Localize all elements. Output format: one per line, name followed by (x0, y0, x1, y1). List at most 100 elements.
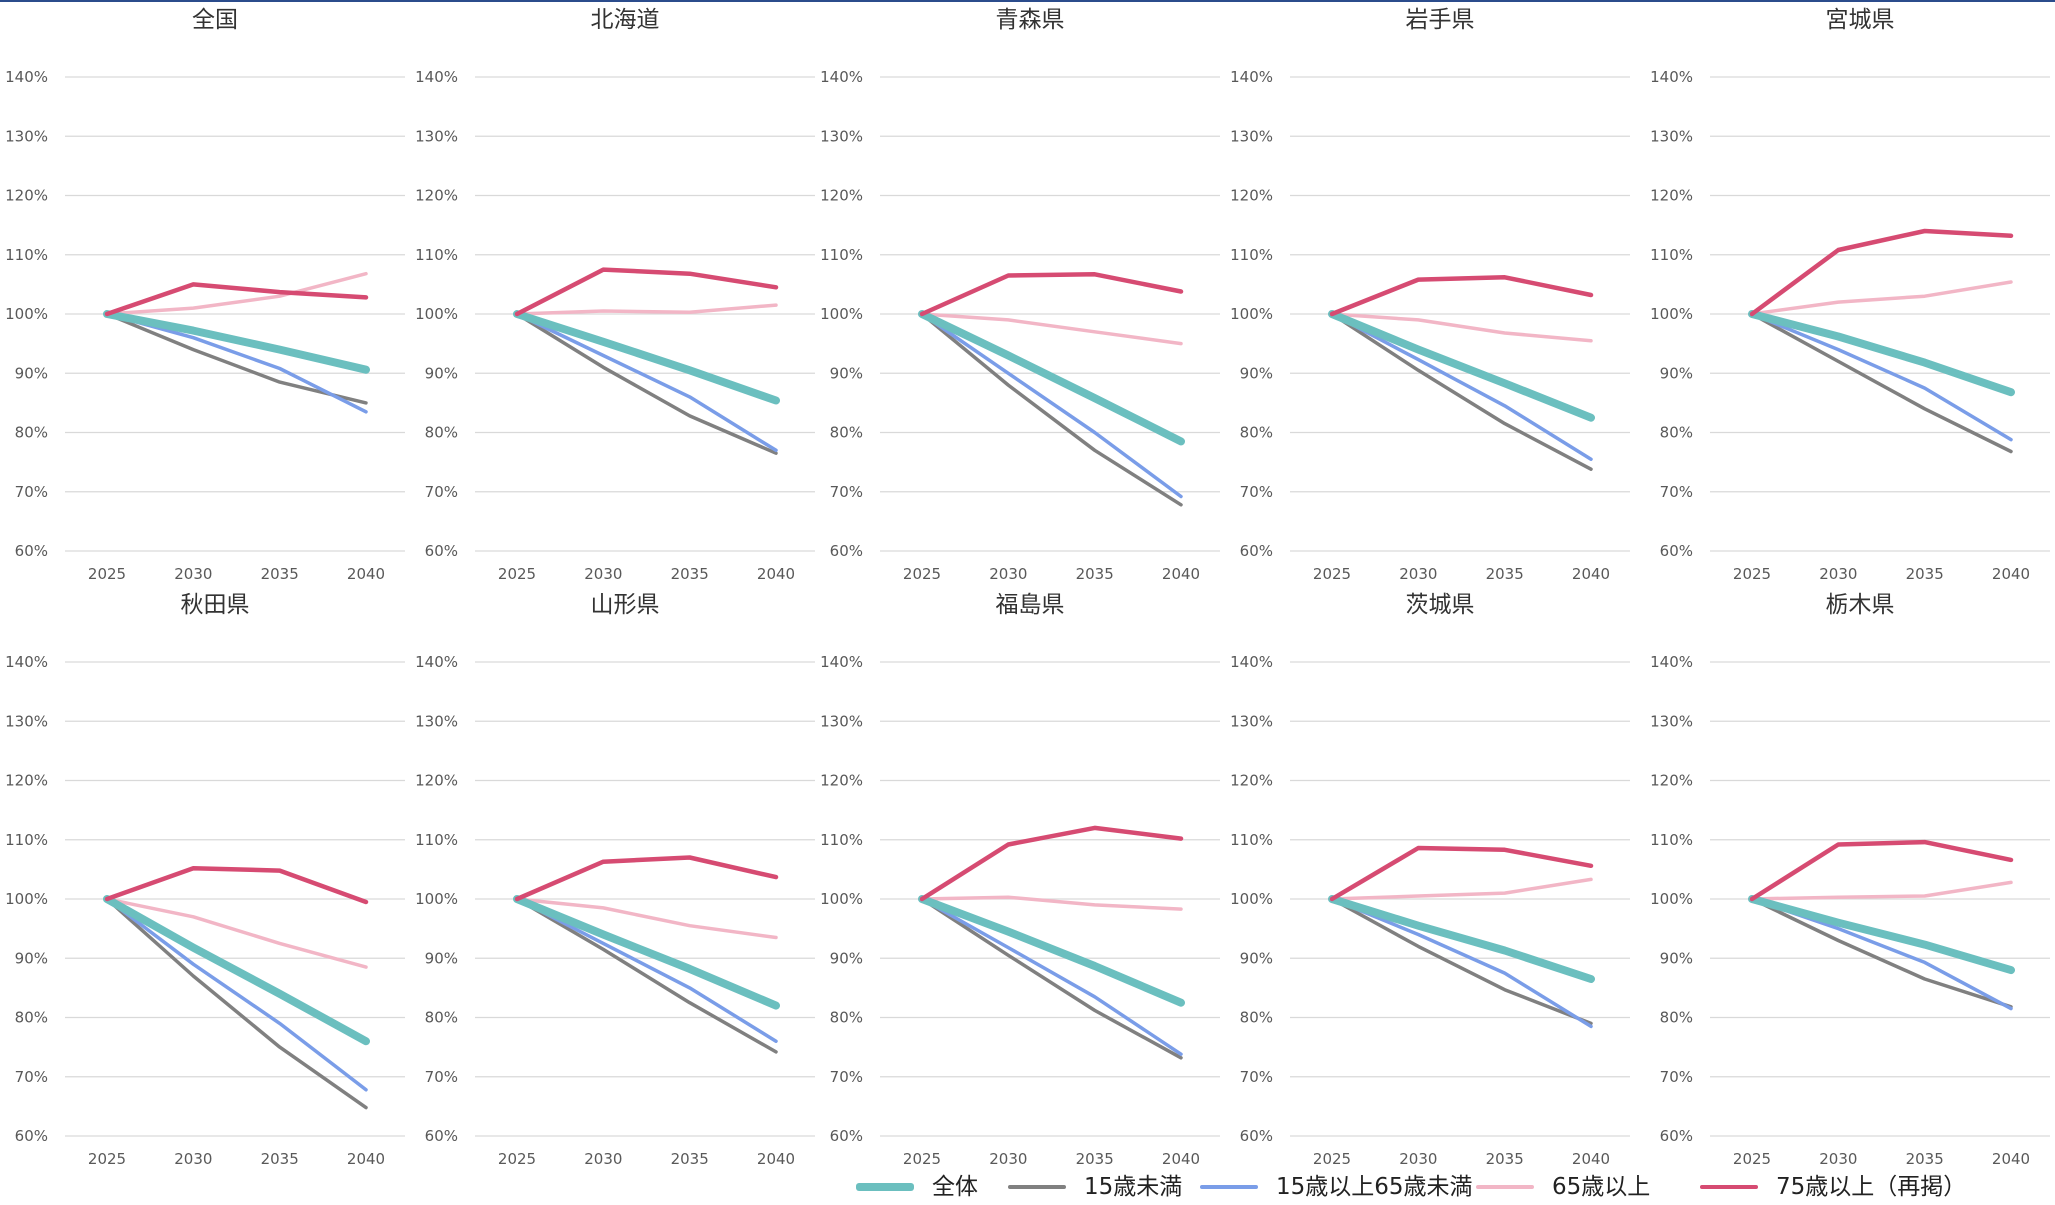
x-tick-label: 2025 (88, 1150, 126, 1168)
y-tick-label: 90% (425, 364, 458, 382)
legend-label: 15歳未満 (1084, 1174, 1183, 1200)
series-line-under15 (920, 312, 1183, 507)
x-tick-label: 2030 (174, 565, 212, 583)
y-tick-label: 100% (1650, 890, 1693, 908)
series-line-working (920, 312, 1183, 499)
legend: 全体 15歳未満 15歳以上65歳未満 65歳以上 75歳以上（再掲） (840, 1172, 2055, 1202)
y-tick-label: 130% (820, 127, 863, 145)
y-tick-label: 90% (1660, 949, 1693, 967)
x-tick-label: 2035 (261, 565, 299, 583)
series-line-working (1750, 897, 2013, 1011)
y-tick-label: 130% (5, 127, 48, 145)
chart-panel: 宮城県 60% 70% 80% 90% 100% 110% 120% 130% 140% 2025 2… (1650, 7, 2050, 583)
series-line-over65 (1330, 877, 1593, 901)
series-line-over75 (1329, 845, 1594, 902)
x-tick-label: 2040 (1572, 1150, 1610, 1168)
series-line-over65 (105, 897, 368, 969)
y-tick-label: 80% (425, 1009, 458, 1027)
series-line-over75 (514, 855, 779, 902)
x-tick-label: 2035 (1906, 1150, 1944, 1168)
legend-swatch (1476, 1185, 1534, 1189)
y-tick-label: 90% (830, 364, 863, 382)
x-tick-label: 2035 (1486, 565, 1524, 583)
y-tick-label: 110% (1650, 831, 1693, 849)
chart-title: 全国 (192, 7, 238, 33)
y-tick-label: 110% (820, 831, 863, 849)
y-tick-label: 120% (5, 772, 48, 790)
y-tick-label: 90% (1660, 364, 1693, 382)
series-line-over65 (515, 897, 778, 940)
x-tick-label: 2025 (903, 1150, 941, 1168)
y-tick-label: 80% (1660, 424, 1693, 442)
y-tick-label: 140% (5, 653, 48, 671)
series-line-over65 (1330, 312, 1593, 343)
y-tick-label: 140% (5, 68, 48, 86)
x-tick-label: 2040 (347, 1150, 385, 1168)
y-tick-label: 100% (1230, 305, 1273, 323)
x-tick-label: 2030 (584, 1150, 622, 1168)
y-tick-label: 140% (415, 653, 458, 671)
x-tick-label: 2025 (1313, 565, 1351, 583)
y-tick-label: 70% (1240, 1068, 1273, 1086)
x-tick-label: 2025 (498, 565, 536, 583)
y-tick-label: 130% (415, 127, 458, 145)
series-line-working (515, 312, 778, 453)
y-tick-label: 60% (1240, 542, 1273, 560)
y-tick-label: 130% (415, 712, 458, 730)
series-line-over75 (104, 865, 369, 905)
chart-title: 山形県 (591, 592, 660, 618)
x-tick-label: 2025 (903, 565, 941, 583)
y-tick-label: 60% (1240, 1127, 1273, 1145)
y-tick-label: 70% (1660, 483, 1693, 501)
series-line-total (918, 310, 1185, 446)
series-line-over75 (1329, 275, 1594, 317)
x-tick-label: 2025 (498, 1150, 536, 1168)
y-tick-label: 60% (15, 1127, 48, 1145)
y-tick-label: 140% (820, 68, 863, 86)
y-tick-label: 140% (415, 68, 458, 86)
series-line-under15 (1330, 312, 1593, 471)
series-line-under15 (515, 312, 778, 455)
chart-title: 茨城県 (1406, 592, 1475, 618)
y-tick-label: 100% (5, 305, 48, 323)
y-tick-label: 60% (830, 542, 863, 560)
y-tick-label: 120% (1650, 187, 1693, 205)
chart-title: 青森県 (996, 7, 1065, 33)
y-tick-label: 120% (1650, 772, 1693, 790)
y-tick-label: 70% (830, 483, 863, 501)
x-tick-label: 2035 (1076, 565, 1114, 583)
series-line-working (105, 897, 368, 1092)
series-line-under15 (105, 897, 368, 1110)
x-tick-label: 2040 (1992, 1150, 2030, 1168)
chart-title: 北海道 (591, 7, 660, 33)
series-line-working (1750, 312, 2013, 442)
series-line-under15 (1750, 897, 2013, 1009)
y-tick-label: 130% (5, 712, 48, 730)
series-line-over75 (919, 825, 1184, 902)
chart-panel: 岩手県 60% 70% 80% 90% 100% 110% 120% 130% 140% 2025 2… (1230, 7, 1630, 583)
y-tick-label: 100% (1650, 305, 1693, 323)
chart-panel: 茨城県 60% 70% 80% 90% 100% 110% 120% 130% 140% 2025 2… (1230, 592, 1630, 1168)
y-tick-label: 130% (1230, 712, 1273, 730)
chart-panel: 全国 60% 70% 80% 90% 100% 110% 120% 130% 140% 2025 20… (5, 7, 405, 583)
y-tick-label: 140% (820, 653, 863, 671)
y-tick-label: 100% (415, 305, 458, 323)
chart-title: 岩手県 (1406, 7, 1475, 33)
x-tick-label: 2030 (174, 1150, 212, 1168)
y-tick-label: 100% (820, 305, 863, 323)
series-line-over65 (1750, 280, 2013, 316)
series-line-over75 (1749, 228, 2014, 317)
y-tick-label: 120% (5, 187, 48, 205)
y-tick-label: 100% (415, 890, 458, 908)
legend-swatch (856, 1183, 914, 1191)
y-tick-label: 110% (5, 831, 48, 849)
chart-panel: 福島県 60% 70% 80% 90% 100% 110% 120% 130% 140% 2025 2… (820, 592, 1220, 1168)
y-tick-label: 130% (1650, 127, 1693, 145)
y-tick-label: 100% (5, 890, 48, 908)
chart-panel: 秋田県 60% 70% 80% 90% 100% 110% 120% 130% 140% 2025 2… (5, 592, 405, 1168)
x-tick-label: 2030 (1819, 1150, 1857, 1168)
y-tick-label: 60% (425, 542, 458, 560)
x-tick-label: 2030 (1399, 1150, 1437, 1168)
y-tick-label: 70% (1240, 483, 1273, 501)
